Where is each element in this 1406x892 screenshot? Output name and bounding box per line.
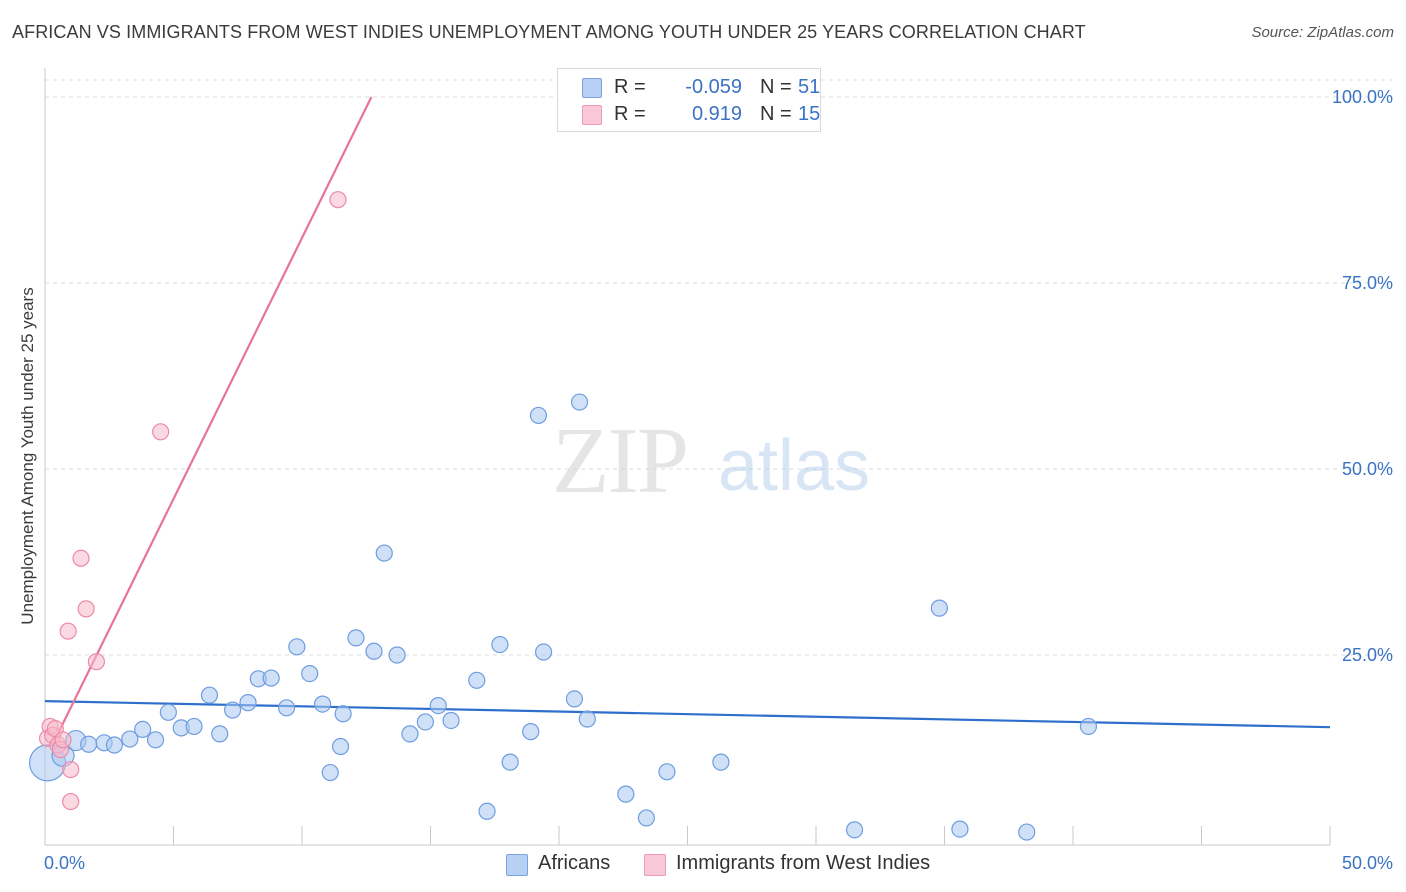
legend-r-value: 0.919 (691, 103, 742, 125)
correlation-legend: R = -0.059 N = 51 R = 0.919 N = 15 (557, 68, 821, 132)
west-indies-point (77, 600, 95, 618)
africans-label: Africans (538, 852, 611, 874)
y-tick-label: 75.0% (1342, 273, 1393, 293)
legend-swatch-africans (582, 78, 602, 98)
africans-point (159, 703, 177, 721)
west-indies-point (87, 653, 106, 671)
west-indies-point (59, 622, 77, 640)
west-indies-point (62, 792, 80, 811)
west-indies-point (62, 760, 80, 779)
africans-point (146, 731, 165, 749)
legend-n-value: 15 (798, 103, 821, 125)
legend-n-label: N = (760, 103, 792, 125)
chart-title: AFRICAN VS IMMIGRANTS FROM WEST INDIES U… (12, 22, 1086, 42)
africans-point (578, 710, 596, 728)
africans-point (401, 725, 419, 743)
africans-point (637, 809, 655, 827)
west-indies-point (54, 731, 72, 749)
africans-point (224, 701, 242, 719)
africans-point (200, 686, 219, 704)
africans-point (565, 690, 584, 708)
africans-point (288, 638, 306, 656)
y-tick-label: 50.0% (1342, 459, 1393, 479)
legend-r-label: R = (614, 103, 646, 125)
africans-point (365, 642, 383, 660)
west-indies-point (329, 191, 347, 209)
africans-point (617, 785, 635, 803)
west-indies-point (152, 423, 170, 441)
watermark: ZIP atlas (552, 409, 870, 513)
africans-point (570, 393, 589, 411)
africans-point (331, 737, 350, 756)
africans-point (529, 406, 548, 425)
africans-point (429, 696, 447, 715)
legend-swatch-west-indies (582, 105, 602, 125)
west-indies-point (72, 549, 90, 567)
africans-point (388, 646, 406, 664)
africans-point (416, 713, 434, 731)
africans-point (334, 705, 352, 723)
y-tick-label: 25.0% (1342, 645, 1393, 665)
africans-point (211, 725, 229, 743)
africans-point (347, 629, 365, 647)
watermark-atlas: atlas (718, 426, 870, 506)
africans-point (442, 711, 460, 730)
africans-point (951, 820, 969, 838)
ticks-layer: 25.0% 50.0% 75.0% 100.0% 0.0% 50.0% (44, 87, 1393, 873)
grid-layer (45, 79, 1392, 656)
y-tick-label: 100.0% (1332, 87, 1393, 107)
africans-point (501, 753, 519, 771)
africans-point (134, 720, 152, 739)
source-label: Source: ZipAtlas.com (1251, 24, 1394, 41)
trend-layer (44, 96, 1331, 745)
west-indies-swatch (644, 854, 666, 876)
africans-swatch (506, 854, 528, 876)
africans-point (375, 544, 393, 562)
africans-point (468, 671, 486, 689)
legend-r-label: R = (614, 76, 646, 98)
x-tick-label: 0.0% (44, 853, 85, 873)
points-layer (28, 191, 1098, 841)
watermark-zip: ZIP (552, 409, 687, 513)
africans-point (105, 736, 123, 754)
africans-point (1079, 717, 1098, 736)
legend-r-value: -0.059 (685, 76, 742, 98)
africans-point (478, 802, 496, 820)
africans-point (712, 753, 730, 771)
africans-point (80, 735, 98, 753)
west-indies-label: Immigrants from West Indies (676, 852, 931, 874)
africans-point (121, 730, 139, 748)
africans-point (522, 723, 540, 741)
west-indies-trend-line (51, 96, 373, 745)
y-axis-label: Unemployment Among Youth under 25 years (18, 287, 37, 624)
africans-point (185, 717, 203, 736)
africans-point (845, 821, 864, 839)
africans-point (313, 695, 332, 713)
africans-point (277, 699, 296, 717)
africans-point (658, 763, 676, 781)
africans-trend-line (44, 700, 1331, 729)
africans-point (321, 763, 339, 782)
legend-n-value: 51 (798, 76, 821, 98)
africans-point (301, 664, 319, 683)
legend-n-label: N = (760, 76, 792, 98)
africans-point (534, 643, 553, 661)
axis-layer (44, 68, 1331, 846)
africans-point (930, 599, 948, 617)
africans-point (239, 694, 257, 712)
africans-point (491, 635, 509, 654)
africans-point (1018, 823, 1036, 841)
x-tick-label: 50.0% (1342, 853, 1393, 873)
africans-point (262, 669, 280, 687)
